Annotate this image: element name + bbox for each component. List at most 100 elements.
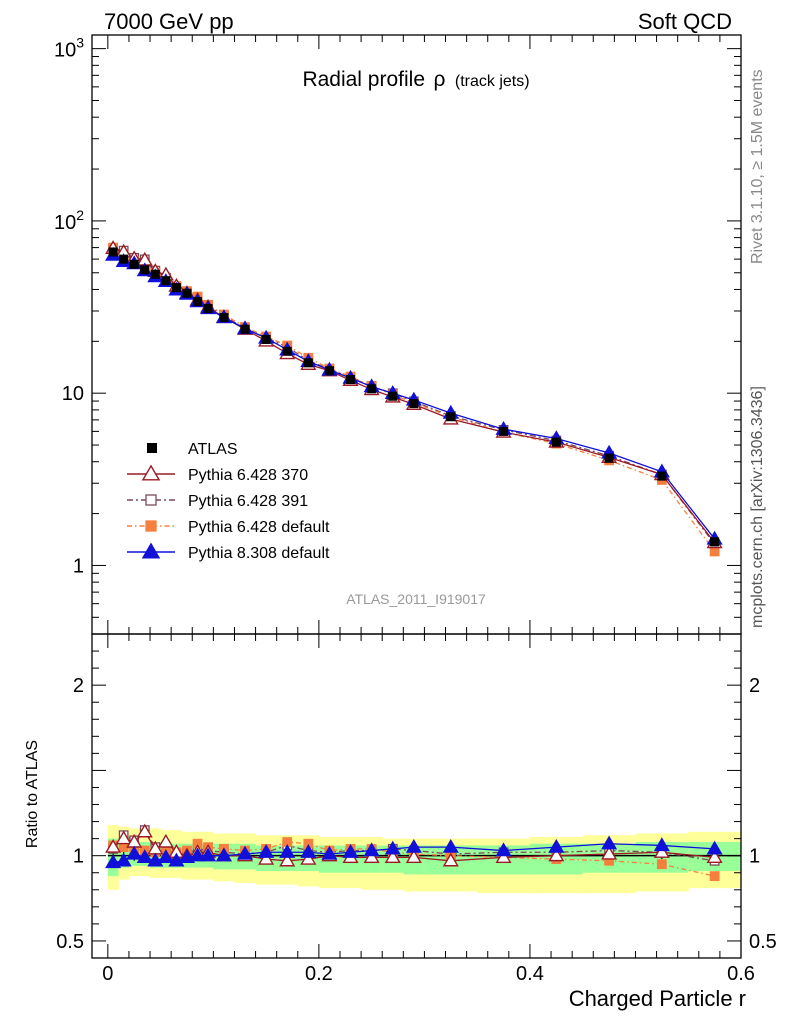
chart-title-sub: (track jets) bbox=[455, 73, 530, 90]
ratio-marker-p8def bbox=[115, 852, 132, 867]
ratio-marker-p370 bbox=[363, 849, 380, 864]
atlas-data-point bbox=[657, 471, 667, 481]
chart-title: Radial profile ρ (track jets) bbox=[302, 68, 529, 91]
atlas-data-point bbox=[409, 399, 419, 409]
ratio-marker-p8def bbox=[279, 844, 296, 858]
analysis-id-label: ATLAS_2011_I919017 bbox=[346, 591, 486, 607]
main-y-tick-label: 103 bbox=[54, 35, 84, 62]
ratio-marker-p8def bbox=[300, 844, 317, 858]
main-y-tick-label: 1 bbox=[73, 555, 84, 577]
main-y-tick-label: 102 bbox=[54, 207, 84, 234]
atlas-data-point bbox=[261, 334, 271, 344]
legend: ATLAS Pythia 6.428 370 Pythia 6.428 391 Pyt… bbox=[127, 441, 330, 562]
legend-marker-p391 bbox=[145, 494, 157, 506]
main-marker-p6def bbox=[709, 546, 720, 557]
ratio-marker-p370 bbox=[279, 852, 296, 867]
ratio-marker-p8def bbox=[405, 838, 422, 853]
ratio-marker-p8def bbox=[653, 837, 670, 852]
ratio-marker-p6def bbox=[709, 871, 720, 882]
atlas-data-point bbox=[171, 283, 181, 293]
ratio-marker-p8def bbox=[136, 849, 153, 864]
main-panel bbox=[105, 240, 723, 557]
header-right: Soft QCD bbox=[638, 9, 732, 34]
chart-title-main: Radial profile bbox=[302, 68, 425, 91]
atlas-data-point bbox=[446, 412, 456, 422]
ratio-marker-p370 bbox=[653, 844, 670, 858]
ratio-y-axis-label: Ratio to ATLAS bbox=[24, 740, 41, 848]
legend-label-p391: Pythia 6.428 391 bbox=[188, 493, 308, 510]
ratio-marker-p370 bbox=[258, 850, 275, 865]
legend-marker-p370 bbox=[141, 464, 161, 481]
atlas-data-point bbox=[388, 391, 398, 401]
ratio-y-tick-label: 2 bbox=[73, 675, 84, 697]
atlas-data-point bbox=[367, 384, 377, 394]
atlas-data-point bbox=[108, 247, 118, 257]
x-tick-label: 0.2 bbox=[305, 963, 333, 985]
ratio-y-tick-label-right: 0.5 bbox=[749, 931, 777, 953]
ratio-y-tick-label: 0.5 bbox=[56, 931, 84, 953]
x-tick-label: 0.6 bbox=[727, 963, 755, 985]
ratio-marker-p8def bbox=[157, 849, 174, 864]
ratio-marker-p370 bbox=[495, 849, 512, 864]
ratio-marker-p370 bbox=[384, 849, 401, 864]
atlas-data-point bbox=[140, 265, 150, 275]
x-tick-label: 0.4 bbox=[516, 963, 544, 985]
ratio-marker-p8def bbox=[548, 838, 565, 853]
legend-marker-atlas bbox=[147, 443, 157, 453]
ratio-marker-p8def bbox=[384, 840, 401, 855]
ratio-marker-p370 bbox=[405, 849, 422, 864]
legend-label-atlas: ATLAS bbox=[188, 441, 238, 458]
ratio-frame bbox=[91, 633, 742, 959]
ratio-line-p6def bbox=[113, 841, 715, 877]
ratio-marker-p370 bbox=[548, 847, 565, 862]
ratio-marker-p8def bbox=[236, 845, 254, 860]
atlas-data-point bbox=[129, 259, 139, 269]
x-axis-label: Charged Particle r bbox=[569, 986, 746, 1011]
ratio-marker-p370 bbox=[115, 830, 132, 845]
ratio-marker-p370 bbox=[157, 833, 174, 848]
main-y-tick-label: 10 bbox=[62, 383, 84, 405]
axes: 0 0.2 0.4 0.6 1 10 102 103 0.5 0.5 1 1 2 2 bbox=[54, 34, 777, 985]
ratio-marker-p8def bbox=[706, 840, 723, 855]
ratio-marker-p8def bbox=[442, 838, 459, 853]
mcplots-label: mcplots.cern.ch [arXiv:1306.3436] bbox=[749, 386, 766, 628]
ratio-marker-p8def bbox=[215, 847, 232, 862]
ratio-y-tick-label: 1 bbox=[73, 846, 84, 868]
ratio-panel bbox=[105, 823, 742, 894]
ratio-marker-p8def bbox=[495, 842, 512, 857]
ratio-marker-p370 bbox=[442, 852, 459, 867]
atlas-data-point bbox=[551, 437, 561, 447]
ratio-marker-p370 bbox=[300, 850, 317, 865]
ratio-marker-p8def bbox=[178, 849, 196, 864]
ratio-marker-p8def bbox=[105, 854, 122, 869]
ratio-y-tick-label-right: 2 bbox=[749, 675, 760, 697]
header-left: 7000 GeV pp bbox=[104, 9, 234, 34]
rivet-version-label: Rivet 3.1.10, ≥ 1.5M events bbox=[749, 69, 766, 264]
legend-label-p8def: Pythia 8.308 default bbox=[188, 545, 330, 562]
ratio-marker-p8def bbox=[200, 847, 217, 862]
ratio-marker-p6def bbox=[656, 859, 667, 870]
ratio-marker-p370 bbox=[601, 845, 618, 860]
legend-label-p370: Pythia 6.428 370 bbox=[188, 467, 308, 484]
ratio-marker-p8def bbox=[601, 835, 618, 850]
atlas-data-point bbox=[119, 254, 129, 264]
atlas-data-point bbox=[161, 276, 171, 286]
x-tick-label: 0 bbox=[102, 963, 113, 985]
ratio-marker-p370 bbox=[105, 838, 122, 853]
ratio-y-tick-label-right: 1 bbox=[749, 846, 760, 868]
ratio-marker-p8def bbox=[321, 845, 338, 860]
atlas-data-point bbox=[150, 269, 160, 279]
ratio-marker-p8def bbox=[258, 844, 275, 858]
atlas-data-point bbox=[219, 312, 229, 322]
atlas-data-point bbox=[604, 453, 614, 463]
atlas-data-point bbox=[182, 288, 192, 298]
atlas-data-point bbox=[303, 358, 313, 368]
ratio-marker-p370 bbox=[136, 823, 153, 838]
atlas-data-point bbox=[499, 426, 509, 436]
legend-label-p6def: Pythia 6.428 default bbox=[188, 519, 330, 536]
atlas-data-point bbox=[282, 346, 292, 356]
atlas-data-point bbox=[346, 375, 356, 385]
ratio-marker-p8def bbox=[189, 847, 206, 862]
atlas-data-point bbox=[240, 324, 250, 334]
ratio-marker-p370 bbox=[706, 849, 723, 864]
